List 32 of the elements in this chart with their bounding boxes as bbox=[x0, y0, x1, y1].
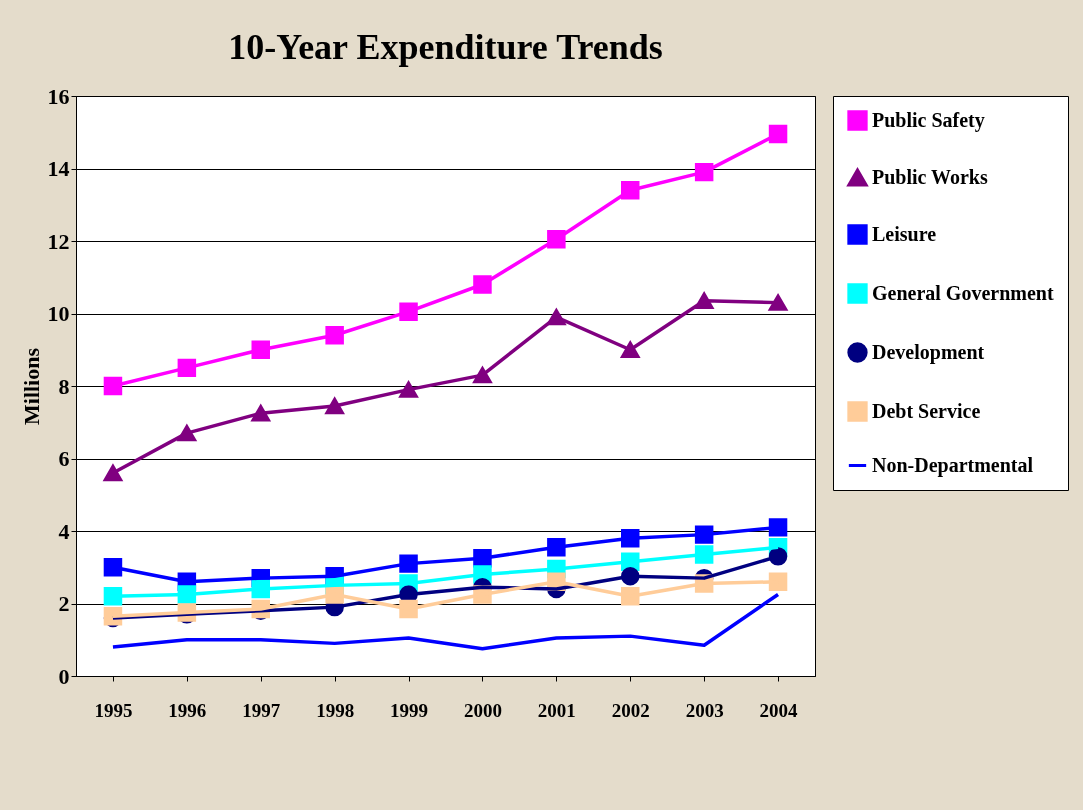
legend-label: Public Safety bbox=[872, 108, 985, 132]
x-tick-label: 1995 bbox=[94, 699, 133, 721]
x-tick-label: 1998 bbox=[316, 699, 355, 721]
x-tick-label: 2002 bbox=[611, 699, 650, 721]
y-tick-label: 10 bbox=[47, 301, 70, 326]
x-tick-label: 1996 bbox=[168, 699, 207, 721]
x-tick-label: 2001 bbox=[537, 699, 576, 721]
line-series bbox=[111, 592, 780, 651]
legend-label: Debt Service bbox=[872, 399, 981, 422]
y-tick-label: 4 bbox=[58, 518, 70, 544]
legend-label: Public Works bbox=[872, 165, 988, 188]
chart-title: 10-Year Expenditure Trends bbox=[228, 27, 663, 67]
point bbox=[768, 294, 788, 311]
y-tick-label: 0 bbox=[58, 663, 70, 689]
y-tick-label: 14 bbox=[47, 156, 70, 181]
x-tick-label: 2000 bbox=[463, 699, 502, 721]
y-tick-label: 8 bbox=[58, 373, 70, 399]
x-tick-label: 2003 bbox=[685, 699, 724, 721]
x-tick-label: 1997 bbox=[242, 699, 281, 721]
y-tick-label: 2 bbox=[58, 591, 70, 616]
point bbox=[103, 464, 123, 482]
legend-label: General Government bbox=[872, 281, 1054, 304]
y-tick-label: 12 bbox=[47, 228, 70, 254]
x-tick-label: 1999 bbox=[390, 699, 429, 721]
legend-label: Leisure bbox=[872, 222, 937, 245]
point bbox=[768, 518, 788, 537]
legend-label: Development bbox=[872, 340, 985, 364]
x-tick-label: 2004 bbox=[759, 699, 799, 721]
y-tick-label: 6 bbox=[58, 446, 70, 471]
y-axis-title: Millions bbox=[18, 347, 44, 426]
y-tick-label: 16 bbox=[47, 83, 70, 109]
legend-label: Non-Departmental bbox=[872, 453, 1034, 477]
